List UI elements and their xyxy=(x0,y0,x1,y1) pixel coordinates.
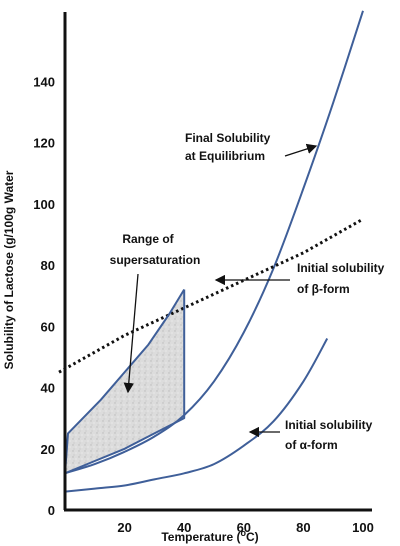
series-line-beta xyxy=(58,217,364,374)
y-tick-label: 120 xyxy=(33,136,55,151)
annotation-final-equilibrium: Final Solubility at Equilibrium xyxy=(185,131,318,163)
y-axis-title: Solubility of Lactose (g/100g Water xyxy=(2,170,16,369)
annotation-range-arrow xyxy=(123,273,139,394)
y-tick-label: 60 xyxy=(41,319,55,334)
x-tick-label: 40 xyxy=(177,520,191,535)
annotation-final-arrow xyxy=(284,143,318,157)
series-layer xyxy=(58,10,364,493)
annotation-final-line1: Final Solubility xyxy=(185,131,271,145)
x-tick-label: 60 xyxy=(237,520,251,535)
series-line-supersat-upper xyxy=(64,288,186,474)
y-tick-label: 80 xyxy=(41,258,55,273)
y-tick-label: 20 xyxy=(41,442,55,457)
series-line-final xyxy=(64,10,364,475)
supersaturation-region xyxy=(65,289,185,474)
y-tick-label: 100 xyxy=(33,197,55,212)
y-tick-label: 40 xyxy=(41,381,55,396)
annotation-beta-line2: of β-form xyxy=(297,282,350,296)
annotation-range-line2: supersaturation xyxy=(110,253,201,267)
x-tick-label: 20 xyxy=(117,520,131,535)
x-tick-label: 80 xyxy=(296,520,310,535)
series-line-supersat-lower xyxy=(64,289,186,475)
x-axis-title: Temperature (oC) xyxy=(161,528,258,544)
series-line-alpha xyxy=(64,338,329,493)
annotation-supersaturation: Range of supersaturation xyxy=(110,232,201,394)
x-tick-label: 100 xyxy=(352,520,374,535)
annotation-beta-line1: Initial solubility xyxy=(297,261,385,275)
y-tick-label: 140 xyxy=(33,74,55,89)
annotation-final-line2: at Equilibrium xyxy=(185,149,265,163)
annotation-alpha-line2: of α-form xyxy=(285,438,338,452)
ticks-layer: 20 40 60 80 100 0 20 40 60 80 100 120 140 xyxy=(33,74,374,535)
annotation-range-line1: Range of xyxy=(122,232,174,246)
y-tick-label: 0 xyxy=(48,503,55,518)
annotation-beta-form: Initial solubility of β-form xyxy=(214,261,385,296)
annotation-alpha-form: Initial solubility of α-form xyxy=(248,418,373,452)
annotation-alpha-line1: Initial solubility xyxy=(285,418,373,432)
